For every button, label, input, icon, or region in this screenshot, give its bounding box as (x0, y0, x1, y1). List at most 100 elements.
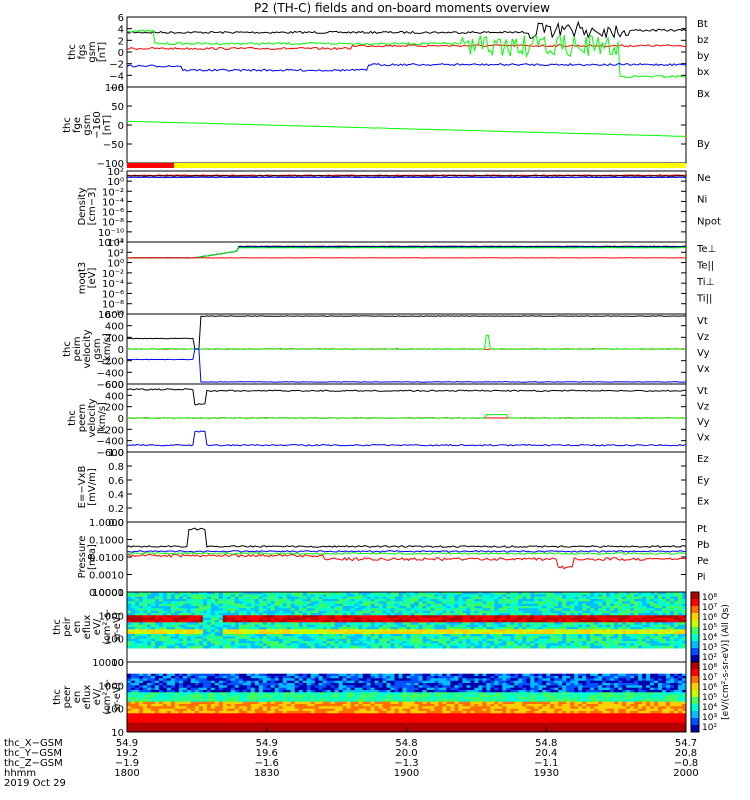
heatmap-cell (143, 643, 148, 647)
ytick-label-p7: 0.2 (108, 504, 124, 515)
heatmap-cell (594, 624, 599, 628)
heatmap-cell (674, 680, 679, 684)
heatmap-cell (638, 601, 643, 605)
heatmap-cell (382, 610, 387, 614)
heatmap-cell (350, 601, 356, 605)
heatmap-cell (298, 638, 304, 642)
heatmap-cell (598, 638, 603, 642)
heatmap-cell (590, 617, 595, 621)
heatmap-cell (622, 687, 627, 691)
heatmap-cell (422, 636, 427, 640)
heatmap-cell (538, 641, 543, 644)
heatmap-cell (322, 620, 328, 623)
heatmap-cell (218, 613, 224, 616)
heatmap-cell (594, 629, 599, 633)
heatmap-cell (306, 641, 312, 644)
heatmap-cell (642, 594, 647, 598)
heatmap-cell (514, 636, 519, 640)
heatmap-cell (634, 627, 639, 630)
heatmap-cell (434, 622, 439, 626)
heatmap-cell (166, 620, 172, 623)
heatmap-cell (674, 615, 679, 619)
ytick-label-p5: −600 (97, 380, 124, 391)
heatmap-cell (462, 641, 467, 644)
heatmap-cell (210, 601, 216, 605)
heatmap-cell (266, 678, 272, 682)
heatmap-cell (554, 629, 559, 633)
heatmap-cell (242, 692, 248, 696)
heatmap-cell (362, 634, 368, 637)
heatmap-cell (286, 603, 292, 607)
heatmap-cell (182, 627, 188, 630)
heatmap-cell (578, 601, 583, 605)
ytick-label-p1: 4 (118, 25, 124, 36)
heatmap-cell (326, 599, 332, 602)
heatmap-cell (514, 643, 519, 647)
heatmap-cell (594, 692, 599, 696)
heatmap-cell (234, 610, 240, 614)
heatmap-cell (634, 603, 639, 607)
heatmap-cell (354, 601, 360, 605)
heatmap-cell (538, 692, 543, 696)
heatmap-cell (238, 610, 244, 614)
heatmap-cell (570, 678, 575, 682)
heatmap-cell (286, 676, 292, 679)
heatmap-cell (506, 615, 511, 619)
heatmap-cell (678, 629, 683, 633)
heatmap-cell (182, 678, 188, 682)
heatmap-cell (470, 678, 475, 682)
heatmap-cell (127, 694, 132, 698)
heatmap-cell (162, 687, 168, 691)
heatmap-cell (558, 678, 563, 682)
heatmap-cell (306, 690, 312, 693)
heatmap-cell (438, 617, 443, 621)
heatmap-cell (338, 634, 344, 637)
heatmap-cell (426, 631, 431, 635)
heatmap-cell (190, 683, 196, 686)
heatmap-cell (578, 622, 583, 626)
heatmap-cell (154, 687, 160, 691)
heatmap-cell (386, 678, 391, 682)
heatmap-cell (366, 592, 372, 595)
heatmap-cell (482, 596, 487, 600)
heatmap-cell (522, 643, 527, 647)
heatmap-cell (602, 599, 607, 602)
ytick-label-p3: 10⁻² (102, 187, 124, 198)
heatmap-cell (550, 601, 555, 605)
heatmap-cell (626, 601, 631, 605)
heatmap-cell (214, 690, 220, 693)
heatmap-cell (278, 629, 284, 633)
heatmap-cell (542, 615, 547, 619)
heatmap-cell (458, 613, 463, 616)
heatmap-cell (334, 617, 340, 621)
heatmap-cell (518, 624, 523, 628)
heatmap-cell (262, 592, 268, 595)
heatmap-cell (506, 596, 511, 600)
heatmap-cell (482, 641, 487, 644)
heatmap-cell (362, 683, 368, 686)
series-bt-line (126, 20, 687, 40)
heatmap-cell (650, 692, 655, 696)
heatmap-cell (426, 610, 431, 614)
heatmap-cell (562, 608, 567, 612)
heatmap-cell (554, 613, 559, 616)
heatmap-cell (590, 676, 595, 679)
heatmap-cell (254, 620, 260, 623)
heatmap-cell (522, 692, 527, 696)
heatmap-cell (450, 606, 455, 609)
heatmap-cell (258, 622, 264, 626)
heatmap-cell (330, 592, 336, 595)
heatmap-cell (430, 599, 435, 602)
heatmap-cell (127, 643, 132, 647)
heatmap-cell (342, 641, 348, 644)
heatmap-cell (174, 620, 180, 623)
heatmap-cell (630, 631, 635, 635)
heatmap-cell (266, 613, 272, 616)
heatmap-cell (514, 676, 519, 679)
heatmap-cell (166, 638, 172, 642)
heatmap-cell (398, 645, 403, 649)
heatmap-cell (314, 678, 320, 682)
heatmap-cell (131, 694, 136, 698)
heatmap-cell (622, 596, 627, 600)
heatmap-cell (326, 596, 332, 600)
